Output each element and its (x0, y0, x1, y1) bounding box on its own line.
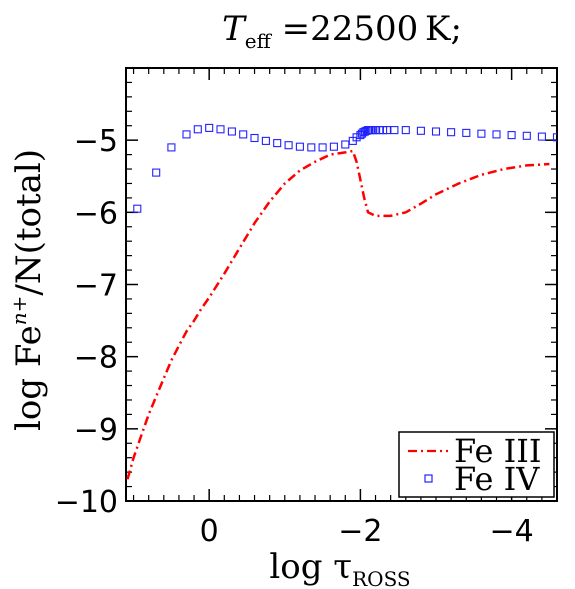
series-point-fe-iv (552, 133, 557, 142)
series-point-fe-iv (295, 142, 304, 151)
y-tick-label: −5 (74, 124, 118, 159)
series-point-fe-iv (341, 140, 350, 149)
series-point-fe-iv (261, 136, 270, 145)
y-tick-label: −7 (74, 269, 118, 304)
series-point-fe-iv (492, 130, 501, 139)
series-point-fe-iv (307, 143, 316, 152)
series-line-fe-iii (126, 149, 550, 480)
legend-fe-iv-label: Fe IV (454, 460, 540, 498)
y-tick-label: −10 (55, 485, 118, 520)
series-group (126, 123, 557, 480)
series-point-fe-iv (250, 133, 259, 143)
series-point-fe-iv (239, 130, 248, 139)
series-point-fe-iv (182, 130, 191, 139)
x-axis-label: log τROSS (269, 547, 410, 589)
series-point-fe-iv (477, 129, 486, 138)
y-tick-label: −8 (74, 341, 118, 376)
y-tick-label: −6 (74, 196, 118, 231)
series-point-fe-iv (390, 126, 399, 135)
series-point-fe-iv (329, 142, 338, 151)
series-point-fe-iv (152, 168, 161, 177)
series-point-fe-iv (216, 125, 225, 134)
legend-box (398, 431, 555, 498)
y-tick-label: −9 (74, 413, 118, 448)
series-point-fe-iv (227, 127, 236, 136)
y-axis-label: log Fen+/N(total) (7, 149, 49, 431)
x-tick-label: −4 (490, 514, 534, 549)
legend: Fe III Fe IV (398, 431, 555, 498)
chart-title: Teff =22500 K; (222, 9, 462, 53)
series-point-fe-iv (522, 131, 531, 140)
legend-fe-iii-label: Fe III (454, 432, 541, 470)
tick-labels: 0 −2 −4 −5 −6 −7 −8 −9 −10 (55, 124, 534, 549)
series-point-fe-iv (284, 141, 293, 150)
legend-fe-iv-marker (424, 474, 433, 483)
series-layer (126, 123, 557, 480)
series-point-fe-iv (416, 126, 425, 135)
series-point-fe-iv (537, 132, 546, 141)
series-point-fe-iv (447, 128, 456, 137)
series-point-fe-iv (507, 131, 516, 140)
series-point-fe-iv (193, 125, 202, 134)
series-point-fe-iv (167, 143, 176, 152)
series-point-fe-iv (431, 127, 441, 136)
series-point-fe-iv (462, 128, 471, 137)
series-point-fe-iv (133, 204, 142, 213)
series-point-fe-iv (205, 123, 214, 132)
series-point-fe-iv (318, 143, 327, 152)
x-tick-label: 0 (200, 514, 219, 549)
series-point-fe-iv (401, 126, 410, 135)
x-tick-label: −2 (338, 514, 382, 549)
series-point-fe-iv (273, 139, 282, 148)
axis-ticks (126, 68, 558, 502)
